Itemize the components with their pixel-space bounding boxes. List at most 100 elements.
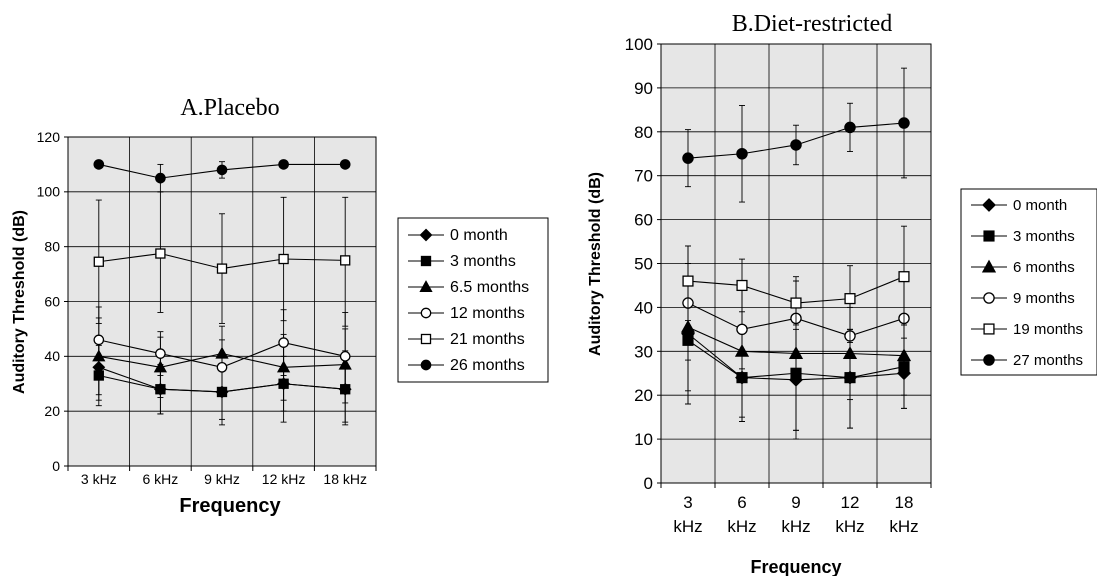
x-tick-label: 18 kHz: [323, 471, 367, 487]
data-point: [790, 139, 802, 151]
data-point: [898, 271, 910, 283]
data-point: [736, 279, 748, 292]
chart-title: B.Diet-restricted: [732, 11, 893, 37]
data-point: [844, 121, 856, 134]
legend-label: 6.5 months: [450, 279, 529, 296]
legend-label: 9 months: [1013, 290, 1075, 307]
y-tick-label: 90: [634, 79, 653, 98]
legend-marker: [419, 280, 433, 293]
legend-marker: [983, 323, 995, 335]
data-point: [340, 255, 351, 266]
plot-frame: [67, 136, 377, 467]
y-tick-label: 30: [634, 342, 653, 361]
legend-marker: [983, 354, 995, 366]
data-point: [736, 323, 748, 336]
legend-label: 6 months: [1013, 259, 1075, 276]
y-tick-label: 120: [37, 129, 61, 145]
data-point: [155, 248, 166, 259]
data-point: [898, 117, 910, 129]
x-tick-label: 9 kHz: [204, 471, 240, 487]
x-tick-label: 3 kHz: [81, 471, 117, 487]
legend-marker: [420, 359, 432, 371]
chart-diet-restricted: B.Diet-restricted Auditory Threshold (dB…: [587, 11, 1097, 576]
data-point: [788, 346, 804, 359]
x-tick-label: kHz: [781, 517, 810, 536]
x-axis-title: Frequency: [750, 557, 841, 576]
legend-marker: [420, 255, 432, 267]
data-point: [93, 159, 105, 170]
data-point: [93, 334, 105, 346]
legend-label: 0 month: [450, 227, 508, 244]
data-point: [682, 152, 694, 164]
legend-label: 27 months: [1013, 352, 1083, 369]
y-tick-label: 80: [44, 239, 60, 255]
x-tick-label: 12 kHz: [262, 471, 306, 487]
x-tick-label: kHz: [727, 517, 756, 536]
data-point: [736, 147, 748, 160]
y-tick-label: 50: [634, 254, 653, 273]
legend-marker: [982, 198, 996, 212]
data-point: [93, 256, 104, 267]
data-point: [155, 348, 166, 359]
legend-box: [960, 188, 1097, 376]
y-tick-label: 0: [52, 458, 60, 474]
x-tick-label: kHz: [889, 517, 918, 536]
x-axis-title: Frequency: [179, 495, 281, 517]
x-tick-label: kHz: [673, 517, 702, 536]
data-point: [216, 164, 228, 176]
series-19-months: [682, 225, 910, 343]
series-26-months: [93, 159, 351, 193]
y-tick-label: 20: [44, 403, 60, 419]
legend-marker: [983, 230, 995, 242]
y-tick-label: 70: [634, 167, 653, 186]
data-point: [278, 159, 289, 170]
y-tick-label: 60: [44, 293, 60, 309]
y-axis-title: Auditory Threshold (dB): [587, 172, 604, 356]
legend-marker: [420, 307, 432, 319]
data-point: [682, 275, 694, 287]
x-tick-label: 6 kHz: [143, 471, 179, 487]
legend-label: 3 months: [450, 253, 516, 270]
legend-label: 3 months: [1013, 228, 1075, 245]
legend-marker: [983, 292, 995, 304]
plot-frame: [660, 43, 932, 484]
y-tick-label: 40: [44, 348, 60, 364]
data-point: [339, 351, 351, 362]
y-tick-label: 0: [644, 474, 653, 493]
data-point: [790, 297, 802, 309]
legend-marker: [420, 333, 432, 345]
legend-box: [397, 217, 549, 383]
y-tick-label: 80: [634, 123, 653, 142]
legend-label: 0 month: [1013, 197, 1067, 214]
series-27-months: [682, 67, 910, 203]
x-tick-label: 18: [895, 493, 914, 512]
y-tick-label: 100: [37, 184, 61, 200]
y-tick-label: 100: [625, 35, 653, 54]
x-tick-label: kHz: [835, 517, 864, 536]
x-tick-label: 9: [791, 493, 800, 512]
y-tick-label: 10: [634, 430, 653, 449]
x-tick-label: 3: [683, 493, 692, 512]
data-point: [155, 172, 166, 184]
series-21-months: [93, 191, 351, 327]
y-axis-title: Auditory Threshold (dB): [11, 210, 28, 394]
chart-placebo: A.Placebo Auditory Threshold (dB) Freque…: [11, 95, 549, 517]
chart-title: A.Placebo: [180, 95, 279, 121]
data-point: [844, 293, 856, 305]
data-point: [278, 337, 289, 348]
legend-label: 12 months: [450, 305, 525, 322]
legend-marker: [419, 228, 433, 242]
x-tick-label: 12: [841, 493, 860, 512]
data-point: [216, 263, 228, 274]
data-point: [339, 159, 351, 170]
legend-label: 26 months: [450, 357, 525, 374]
y-tick-label: 40: [634, 298, 653, 317]
y-tick-label: 20: [634, 386, 653, 405]
legend-label: 19 months: [1013, 321, 1083, 338]
legend-marker: [981, 259, 997, 273]
x-tick-label: 6: [737, 493, 746, 512]
data-point: [216, 361, 228, 373]
legend-label: 21 months: [450, 331, 525, 348]
y-tick-label: 60: [634, 211, 653, 230]
